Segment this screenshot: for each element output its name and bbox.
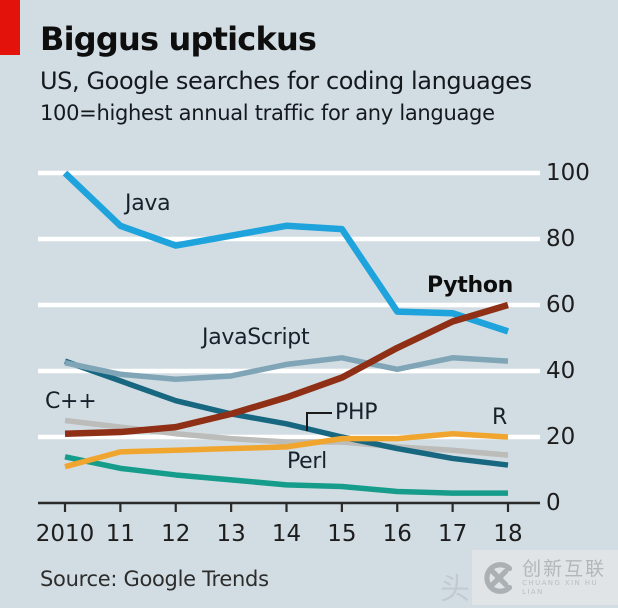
x-axis-label-14: 14	[271, 521, 302, 547]
brand-red-tab	[0, 0, 20, 55]
series-label-javascript: JavaScript	[202, 325, 310, 350]
series-label-java: Java	[125, 191, 171, 216]
x-axis-label-11: 11	[105, 521, 136, 547]
series-line-r	[64, 430, 509, 470]
partial-watermark-character: 头	[440, 572, 470, 607]
y-axis-label-100: 100	[546, 160, 590, 186]
series-line-php	[64, 358, 509, 468]
series-label-perl: Perl	[287, 449, 327, 474]
x-axis-label-17: 17	[437, 521, 468, 547]
x-axis-label-16: 16	[382, 521, 412, 547]
y-axis-label-20: 20	[546, 424, 576, 450]
series-label-php: PHP	[335, 400, 378, 425]
watermark-en-text: CHUANG XIN HU LIAN	[522, 578, 598, 596]
x-axis-label-15: 15	[327, 521, 357, 547]
cx-circle-logo-icon	[484, 561, 513, 594]
source-credit: Source: Google Trends	[40, 567, 269, 591]
watermark-cn-text: 创新互联	[522, 557, 607, 580]
series-line-java	[62, 170, 510, 335]
series-label-python: Python	[427, 273, 514, 298]
watermark-badge: 创新互联 CHUANG XIN HU LIAN	[472, 550, 618, 605]
x-axis-label-2010: 2010	[35, 521, 95, 547]
chart-subtitle: US, Google searches for coding languages	[40, 67, 532, 95]
y-axis-label-80: 80	[546, 226, 576, 252]
php-label-connector	[306, 412, 332, 431]
x-axis-label-18: 18	[493, 521, 523, 547]
x-axis-label-12: 12	[161, 521, 191, 547]
series-label-r: R	[492, 405, 507, 430]
y-axis-label-60: 60	[546, 292, 576, 318]
page-title: Biggus uptickus	[40, 20, 317, 58]
series-line-perl	[64, 454, 508, 496]
y-axis-label-40: 40	[546, 358, 576, 384]
x-axis-label-13: 13	[216, 521, 246, 547]
series-line-javascript	[64, 355, 509, 382]
y-axis-label-0: 0	[546, 490, 561, 516]
series-label-cpp: C++	[45, 389, 97, 414]
series-line-python	[64, 301, 509, 437]
chart-unit-note: 100=highest annual traffic for any langu…	[40, 101, 495, 125]
